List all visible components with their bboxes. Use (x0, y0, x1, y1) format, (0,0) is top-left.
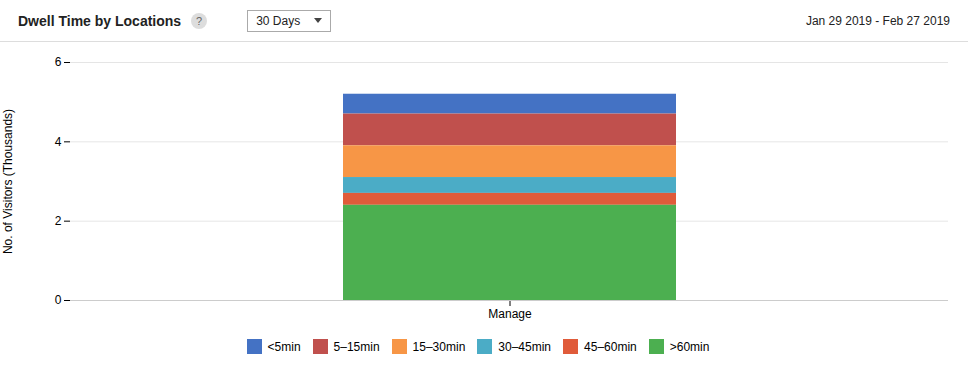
html-text:>60min: >60min (669, 339, 710, 354)
html-text:Dwell Time by Locations: Dwell Time by Locations (18, 12, 182, 29)
html-text:Jan 29 2019 - Feb 27 2019: Jan 29 2019 - Feb 27 2019 (805, 13, 950, 28)
html-text:5–15min: 5–15min (333, 339, 380, 354)
svg-text:No. of Visitors (Thousands): No. of Visitors (Thousands) (1, 109, 15, 254)
svg-text:Manage: Manage (488, 307, 532, 321)
svg-text:2: 2 (55, 214, 62, 228)
html-text:45–60min: 45–60min (584, 339, 637, 354)
svg-text:4: 4 (55, 135, 62, 149)
svg-text:6: 6 (55, 55, 62, 69)
svg-text:0: 0 (55, 293, 62, 307)
html-text:30 Days: 30 Days (256, 13, 301, 28)
html-text:30–45min: 30–45min (498, 339, 551, 354)
html-text:<5min: <5min (267, 339, 301, 354)
html-text:15–30min: 15–30min (412, 339, 466, 354)
